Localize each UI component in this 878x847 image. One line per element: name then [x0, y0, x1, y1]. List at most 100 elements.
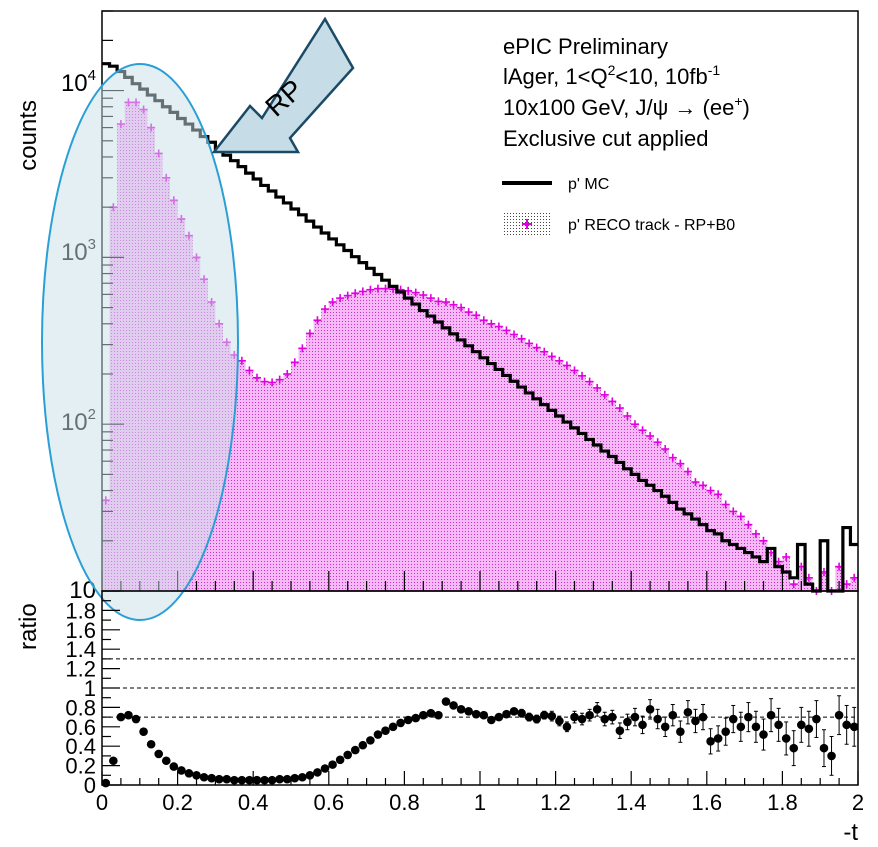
- ratio-point: [214, 774, 224, 784]
- ratio-point: [812, 700, 821, 738]
- reco-marker: [736, 512, 745, 521]
- ratio-point: [615, 722, 625, 739]
- reco-marker: [260, 377, 269, 386]
- reco-marker: [336, 294, 345, 303]
- reco-marker: [608, 397, 617, 406]
- ratio-point: [562, 721, 572, 733]
- reco-marker: [313, 316, 322, 325]
- reco-marker: [252, 373, 261, 382]
- reco-marker: [623, 411, 632, 420]
- ratio-point: [660, 716, 670, 737]
- reco-marker: [661, 445, 670, 454]
- reco-marker: [547, 352, 556, 361]
- bottom-reference-lines: [102, 658, 858, 718]
- ratio-point: [471, 709, 481, 719]
- bottom-y-tick-label: 1.6: [65, 618, 96, 643]
- reco-marker: [502, 326, 511, 335]
- top-y-axis-label: counts: [15, 100, 42, 171]
- reco-marker: [759, 536, 768, 545]
- reco-marker: [366, 285, 375, 294]
- ratio-point: [751, 710, 761, 743]
- reco-marker: [464, 308, 473, 317]
- legend-mc-label: p' MC: [568, 176, 609, 193]
- reco-marker: [706, 486, 715, 495]
- reco-marker: [328, 298, 337, 307]
- ratio-point: [766, 698, 776, 733]
- reco-marker: [283, 369, 292, 378]
- ratio-point: [350, 745, 360, 755]
- bottom-x-tick-label: 1.4: [616, 790, 647, 815]
- reco-marker: [676, 459, 685, 468]
- ratio-point: [154, 749, 163, 759]
- bottom-y-tick-labels: 00.20.40.60.811.21.41.61.8: [65, 598, 96, 798]
- bottom-x-tick-label: 2: [852, 790, 864, 815]
- ratio-point: [434, 710, 443, 720]
- ratio-point: [819, 729, 829, 768]
- reco-marker: [699, 481, 708, 490]
- ratio-point: [585, 708, 594, 722]
- bottom-x-tick-label: 0.4: [238, 790, 269, 815]
- ratio-point: [199, 772, 209, 782]
- ratio-point: [539, 710, 549, 720]
- ratio-point: [759, 718, 768, 751]
- reco-marker: [646, 431, 655, 440]
- reco-marker: [532, 343, 541, 352]
- bottom-x-axis-label: -t: [843, 819, 858, 846]
- ratio-point: [305, 771, 315, 780]
- ratio-point: [388, 722, 398, 732]
- reco-marker: [789, 580, 798, 589]
- top-panel: counts 104 103 102 10 ePIC Preliminary l…: [15, 10, 859, 621]
- ratio-point: [396, 718, 405, 728]
- ratio-point: [721, 717, 730, 746]
- ratio-point: [653, 708, 662, 730]
- reco-marker: [305, 329, 314, 338]
- ratio-point: [608, 709, 617, 725]
- bottom-x-tick-label: 1.2: [540, 790, 571, 815]
- ratio-point: [169, 762, 179, 771]
- bottom-x-tick-label: 0: [96, 790, 108, 815]
- reco-marker: [358, 287, 367, 296]
- ratio-point: [441, 697, 451, 706]
- ratio-point: [366, 736, 375, 745]
- ratio-points: [101, 695, 859, 788]
- reco-marker: [668, 453, 677, 462]
- ratio-point: [676, 720, 685, 743]
- reco-marker: [562, 361, 571, 370]
- reco-marker: [540, 347, 549, 356]
- ratio-point: [683, 700, 693, 725]
- reco-marker: [275, 375, 284, 384]
- ratio-point: [638, 715, 647, 735]
- reco-marker: [343, 291, 352, 300]
- reco-marker: [298, 344, 307, 353]
- annotation-line-2: lAger, 1<Q2<10, 10fb-1: [503, 62, 720, 89]
- bottom-x-tick-label: 0.6: [314, 790, 345, 815]
- ratio-point: [736, 711, 746, 742]
- ratio-point: [502, 709, 511, 719]
- ratio-point: [275, 774, 284, 784]
- ratio-point: [668, 703, 678, 727]
- ratio-point: [252, 775, 262, 785]
- ratio-point: [131, 714, 141, 724]
- ratio-point: [184, 769, 194, 778]
- ratio-point: [313, 768, 322, 777]
- reco-marker: [494, 322, 503, 331]
- ratio-point: [555, 715, 564, 727]
- ratio-point: [517, 708, 526, 718]
- ratio-point: [630, 707, 640, 727]
- ratio-point: [419, 710, 428, 720]
- reco-marker: [525, 339, 534, 348]
- reco-marker: [600, 390, 609, 399]
- ratio-point: [101, 778, 111, 788]
- bottom-y-tick-label: 0.6: [65, 715, 96, 740]
- ratio-point: [124, 710, 133, 720]
- ratio-point: [237, 775, 247, 785]
- ratio-point: [328, 760, 337, 769]
- ratio-point: [192, 771, 201, 780]
- mc-step-line: [102, 62, 858, 593]
- ratio-point: [487, 715, 496, 725]
- bottom-y-tick-label: 0.2: [65, 754, 96, 779]
- ratio-point: [479, 710, 489, 720]
- ratio-point: [623, 713, 632, 731]
- reco-marker: [615, 404, 624, 413]
